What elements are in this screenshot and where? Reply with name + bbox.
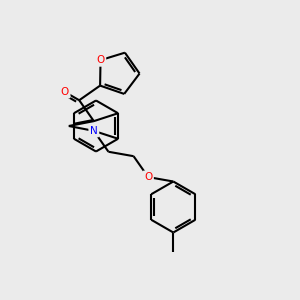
Text: O: O [96, 55, 105, 65]
Text: O: O [144, 172, 152, 182]
Text: N: N [90, 126, 98, 136]
Text: O: O [61, 87, 69, 97]
